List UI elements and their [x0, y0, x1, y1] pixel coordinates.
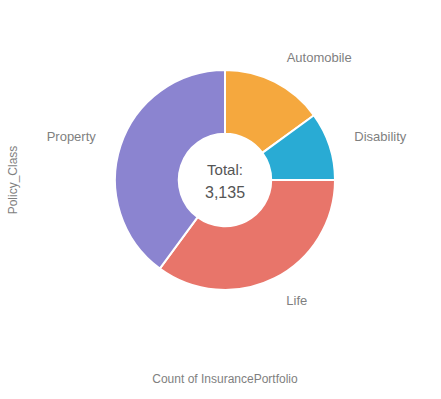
slice-labels: Automobile Disability Life Property — [47, 50, 407, 308]
center-text: Total: 3,135 — [205, 161, 245, 201]
slice-label: Property — [47, 129, 97, 144]
center-annotation: 3,135 — [205, 184, 245, 201]
x-axis-title: Count of InsurancePortfolio — [152, 372, 298, 386]
slice-label: Automobile — [287, 50, 352, 65]
y-axis-title: Policy_Class — [6, 146, 20, 215]
slice — [262, 115, 335, 180]
chart-svg: Automobile Disability Life Property Total: 3,… — [0, 0, 441, 399]
slice-label: Disability — [354, 129, 407, 144]
slices — [115, 70, 335, 290]
slice-label: Life — [286, 293, 307, 308]
slice — [160, 180, 335, 290]
center-annotation: Total: — [207, 161, 243, 178]
